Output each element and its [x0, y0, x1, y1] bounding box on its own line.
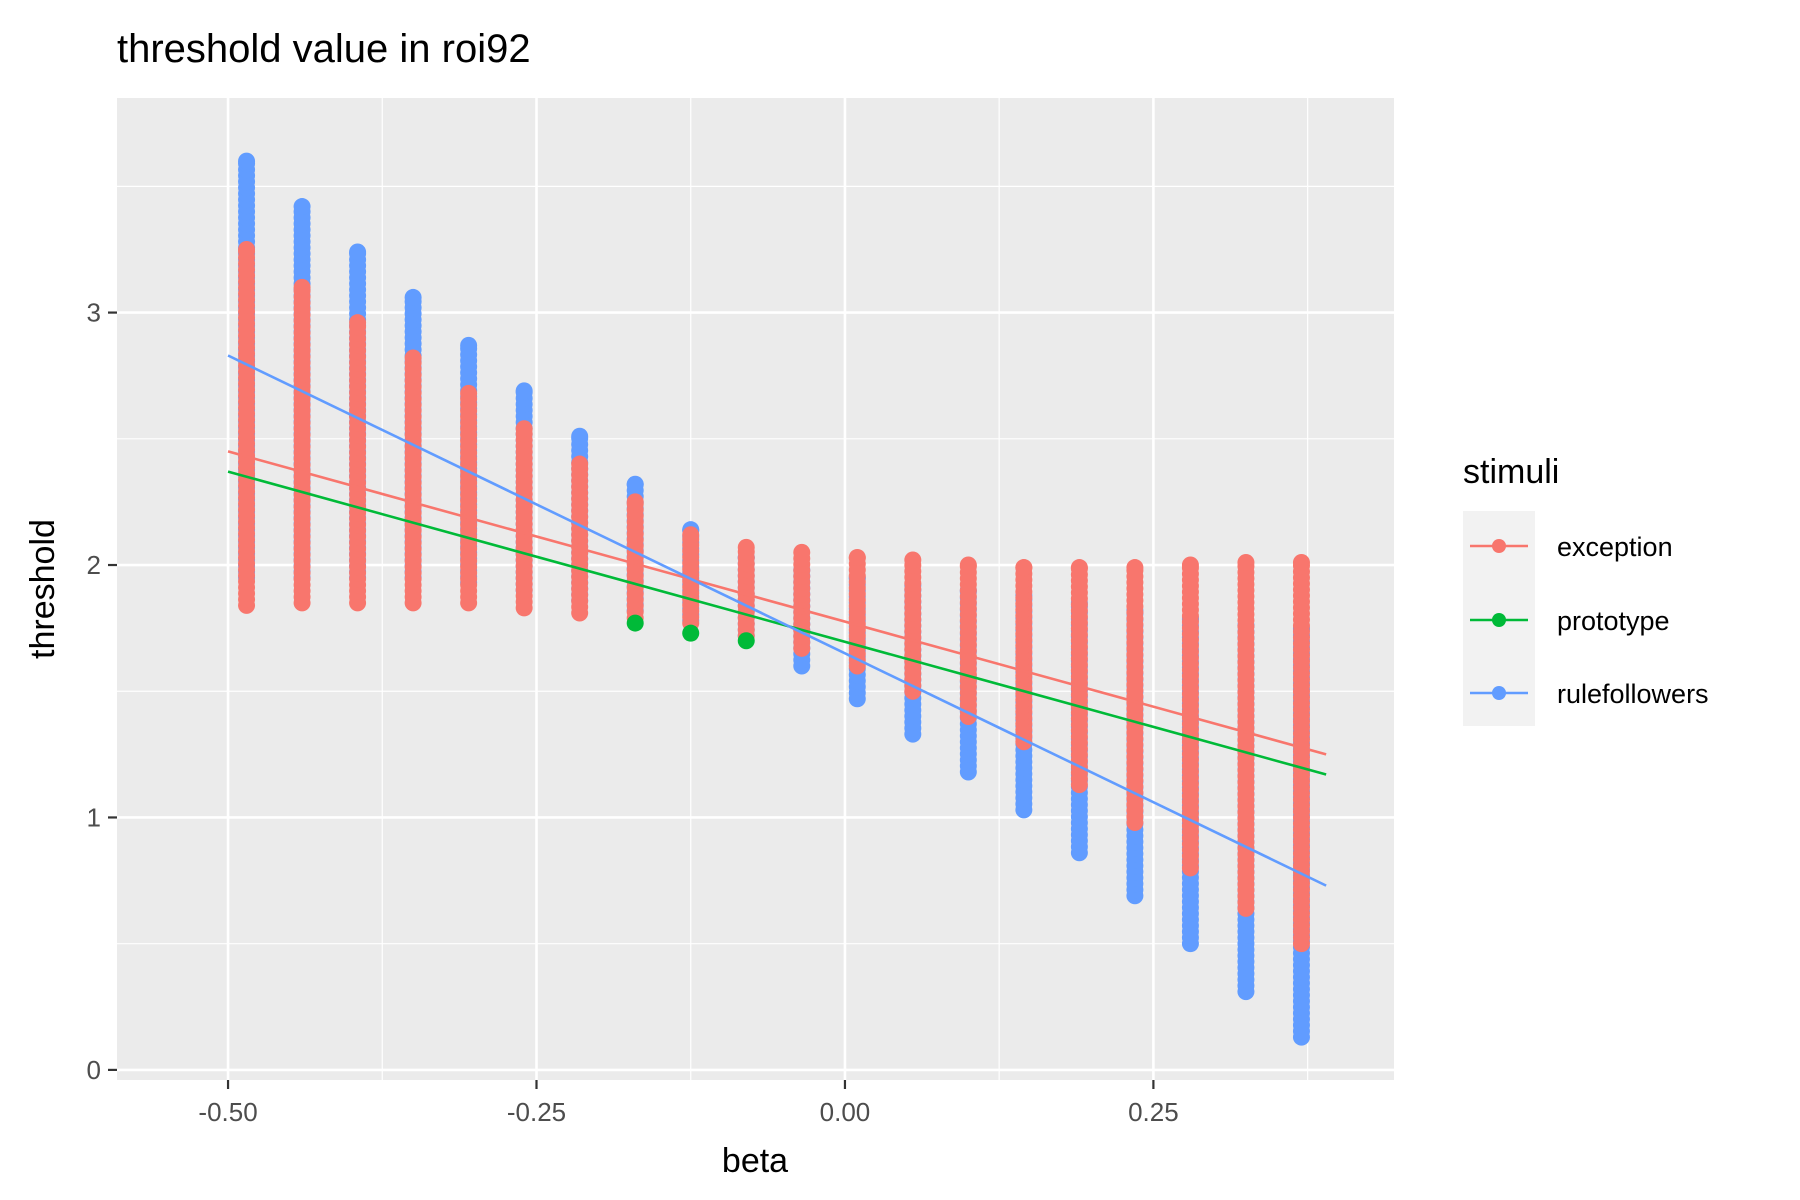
prototype-points	[626, 614, 755, 650]
legend-item-rulefollowers: rulefollowers	[1470, 679, 1709, 709]
x-tick-label: -0.25	[507, 1097, 566, 1127]
x-tick-label: 0.00	[820, 1097, 871, 1127]
x-axis-title: beta	[722, 1142, 788, 1180]
y-axis-title: threshold	[24, 519, 62, 659]
legend-label-prototype: prototype	[1557, 606, 1670, 636]
plot-panel	[117, 98, 1394, 1080]
y-tick-label: 3	[87, 298, 101, 328]
exception-point	[959, 556, 977, 574]
exception-fit-line	[227, 450, 1327, 756]
legend-key-rulefollowers-dot	[1492, 686, 1506, 700]
prototype-fit-line	[227, 470, 1327, 776]
legend-key-prototype-dot	[1492, 613, 1506, 627]
x-tick-label: -0.50	[198, 1097, 257, 1127]
rulefollowers-point	[626, 475, 644, 493]
rulefollowers-point	[293, 198, 311, 216]
y-tick-label: 2	[87, 550, 101, 580]
chart-title: threshold value in roi92	[117, 27, 531, 71]
exception-point	[626, 493, 644, 511]
prototype-point	[626, 614, 644, 632]
rulefollowers-point	[404, 288, 422, 306]
rulefollowers-point	[238, 152, 256, 170]
legend-item-prototype: prototype	[1470, 606, 1670, 636]
prototype-point	[682, 624, 700, 642]
exception-point	[1070, 559, 1088, 577]
exception-point	[460, 384, 478, 402]
x-tick-label: 0.25	[1128, 1097, 1179, 1127]
legend-title: stimuli	[1463, 453, 1559, 491]
rulefollowers-fit-line	[227, 354, 1327, 887]
legend-label-rulefollowers: rulefollowers	[1557, 679, 1709, 709]
exception-point	[1292, 553, 1310, 571]
exception-point	[1015, 559, 1033, 577]
rulefollowers-point	[571, 427, 589, 445]
y-tick-label: 1	[87, 802, 101, 832]
exception-point	[793, 543, 811, 561]
exception-point	[682, 526, 700, 544]
legend-label-exception: exception	[1557, 532, 1673, 562]
exception-point	[404, 349, 422, 367]
legend-key-exception-dot	[1492, 539, 1506, 553]
exception-point	[904, 551, 922, 569]
rulefollowers-point	[349, 243, 367, 261]
exception-point	[737, 538, 755, 556]
prototype-point	[737, 632, 755, 650]
exception-point	[349, 314, 367, 332]
exception-point	[848, 548, 866, 566]
major-gridlines	[117, 98, 1394, 1080]
exception-point	[1181, 556, 1199, 574]
exception-point	[238, 240, 256, 258]
rulefollowers-point	[515, 382, 533, 400]
fit-lines	[227, 354, 1327, 887]
y-tick-label: 0	[87, 1055, 101, 1085]
exception-point	[1237, 553, 1255, 571]
legend: stimuli exception prototype rulefollower…	[1463, 453, 1709, 726]
exception-point	[515, 420, 533, 438]
legend-item-exception: exception	[1470, 532, 1673, 562]
exception-point	[1126, 559, 1144, 577]
exception-point	[571, 455, 589, 473]
rulefollowers-point	[460, 336, 478, 354]
axes: -0.50 -0.25 0.00 0.25 0 1 2 3	[87, 298, 1179, 1127]
exception-point	[293, 278, 311, 296]
